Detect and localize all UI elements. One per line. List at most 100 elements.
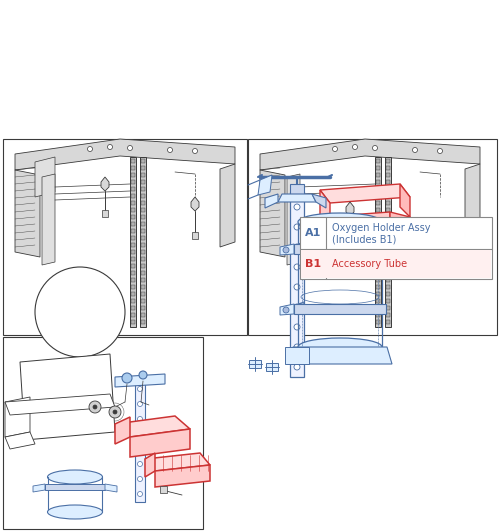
Bar: [376, 166, 380, 170]
Bar: [376, 243, 380, 247]
Bar: [376, 278, 380, 282]
Bar: [386, 173, 390, 177]
Bar: [300, 217, 492, 279]
Circle shape: [139, 371, 147, 379]
Bar: [131, 264, 135, 268]
Text: Accessory Tube: Accessory Tube: [332, 259, 407, 269]
Bar: [141, 292, 145, 296]
Bar: [131, 173, 135, 177]
Bar: [131, 229, 135, 233]
Bar: [376, 313, 380, 317]
Polygon shape: [396, 232, 404, 246]
Bar: [131, 250, 135, 254]
Bar: [386, 208, 390, 212]
Bar: [386, 201, 390, 205]
Ellipse shape: [48, 470, 102, 484]
Bar: [376, 299, 380, 303]
Bar: [131, 236, 135, 240]
Circle shape: [294, 364, 300, 370]
Bar: [141, 320, 145, 324]
Bar: [131, 187, 135, 191]
Polygon shape: [465, 164, 480, 247]
Bar: [248, 139, 497, 335]
Polygon shape: [35, 157, 55, 197]
Ellipse shape: [298, 213, 382, 231]
Polygon shape: [191, 197, 199, 211]
Bar: [141, 236, 145, 240]
Bar: [131, 320, 135, 324]
Polygon shape: [265, 194, 278, 208]
Bar: [386, 166, 390, 170]
Bar: [141, 159, 145, 163]
Circle shape: [294, 264, 300, 270]
Bar: [386, 306, 390, 310]
Bar: [141, 166, 145, 170]
Bar: [141, 222, 145, 226]
Circle shape: [294, 244, 300, 250]
Circle shape: [113, 410, 117, 414]
Bar: [376, 229, 380, 233]
Bar: [376, 208, 380, 212]
Circle shape: [122, 373, 132, 383]
Bar: [131, 201, 135, 205]
Polygon shape: [42, 174, 55, 265]
Polygon shape: [287, 174, 300, 265]
Bar: [386, 313, 390, 317]
Circle shape: [294, 224, 300, 230]
Bar: [131, 257, 135, 261]
Bar: [376, 201, 380, 205]
Ellipse shape: [48, 505, 102, 519]
Polygon shape: [5, 397, 30, 437]
Circle shape: [294, 284, 300, 290]
Bar: [376, 306, 380, 310]
Bar: [141, 257, 145, 261]
Polygon shape: [105, 484, 117, 492]
Polygon shape: [298, 302, 304, 304]
Bar: [376, 222, 380, 226]
Bar: [141, 187, 145, 191]
Bar: [386, 215, 390, 219]
Circle shape: [352, 145, 358, 149]
Bar: [141, 215, 145, 219]
Bar: [141, 285, 145, 289]
Polygon shape: [320, 212, 390, 235]
Bar: [141, 313, 145, 317]
Polygon shape: [15, 170, 40, 257]
Bar: [131, 285, 135, 289]
Bar: [141, 229, 145, 233]
Bar: [375, 157, 381, 327]
Bar: [386, 320, 390, 324]
Bar: [386, 194, 390, 198]
Polygon shape: [101, 177, 109, 191]
Bar: [131, 180, 135, 184]
Bar: [376, 194, 380, 198]
Bar: [141, 194, 145, 198]
Bar: [386, 222, 390, 226]
Circle shape: [372, 145, 378, 151]
Bar: [385, 157, 391, 327]
Circle shape: [93, 405, 97, 409]
Circle shape: [138, 461, 142, 467]
Polygon shape: [33, 484, 45, 492]
Bar: [141, 201, 145, 205]
Circle shape: [332, 146, 338, 152]
Bar: [131, 159, 135, 163]
Bar: [290, 192, 304, 377]
Bar: [131, 292, 135, 296]
Circle shape: [438, 148, 442, 154]
Circle shape: [108, 145, 112, 149]
Bar: [131, 208, 135, 212]
Polygon shape: [20, 354, 115, 440]
Bar: [131, 215, 135, 219]
Bar: [130, 157, 136, 327]
Bar: [376, 180, 380, 184]
Polygon shape: [220, 164, 235, 247]
Circle shape: [283, 247, 289, 253]
Polygon shape: [280, 304, 294, 315]
Circle shape: [283, 307, 289, 313]
Bar: [141, 299, 145, 303]
Bar: [131, 166, 135, 170]
Circle shape: [138, 402, 142, 406]
Bar: [376, 187, 380, 191]
Bar: [102, 210, 108, 217]
